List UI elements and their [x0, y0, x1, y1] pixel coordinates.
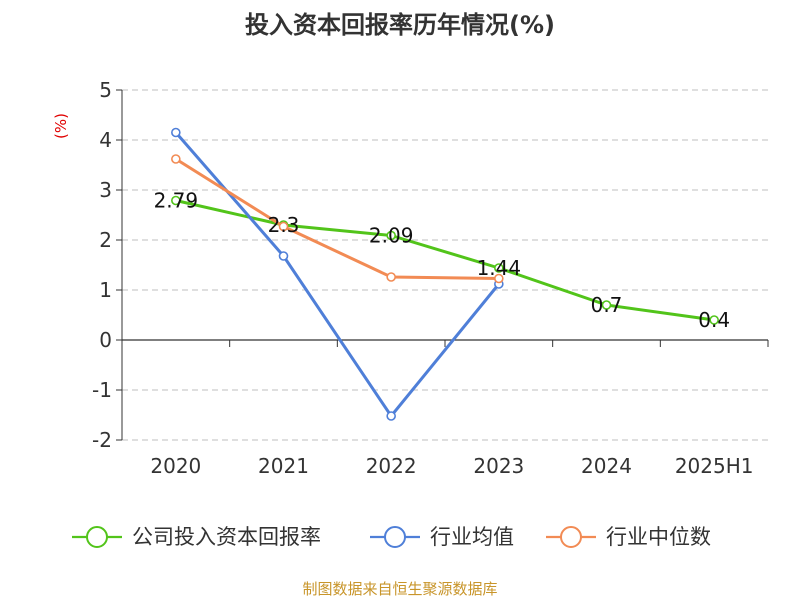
- y-tick-label: 1: [99, 278, 112, 302]
- legend-marker: [384, 526, 406, 548]
- y-tick-label: -1: [92, 378, 112, 402]
- series-group: [171, 127, 719, 421]
- y-tick-label: 5: [99, 78, 112, 102]
- y-axis-unit: (%): [52, 113, 70, 139]
- y-tick-label: -2: [92, 428, 112, 452]
- data-label: 0.4: [698, 308, 730, 332]
- legend-label: 公司投入资本回报率: [132, 525, 321, 549]
- data-label: 2.09: [369, 224, 414, 248]
- data-label: 0.7: [591, 293, 623, 317]
- data-point: [494, 263, 504, 273]
- data-point: [386, 411, 396, 421]
- data-point: [171, 195, 181, 206]
- x-tick-label: 2023: [473, 454, 524, 478]
- series-line-1: [174, 131, 500, 418]
- data-point: [494, 273, 504, 284]
- series-line-0: [175, 199, 715, 322]
- data-label: 2.79: [154, 189, 199, 213]
- legend: 公司投入资本回报率 行业均值 行业中位数: [72, 525, 711, 549]
- data-point: [171, 154, 181, 164]
- data-point: [278, 221, 289, 232]
- data-point: [386, 272, 396, 282]
- legend-label: 行业均值: [430, 525, 514, 549]
- y-tick-label: 3: [99, 178, 112, 202]
- axes: 5 4 3 2 1 0 -1 -2 2020 2021 2022 2023 2024 2025H1: [92, 78, 769, 478]
- chart-title: 投入资本回报率历年情况(%): [245, 11, 555, 39]
- data-label: 1.44: [477, 256, 522, 280]
- data-point: [171, 127, 181, 138]
- y-tick-label: 0: [99, 328, 112, 352]
- data-label: 2.3: [268, 213, 300, 237]
- x-tick-label: 2022: [366, 454, 417, 478]
- legend-marker: [86, 526, 108, 548]
- y-tick-label: 2: [99, 228, 112, 252]
- grid-lines: [122, 89, 768, 441]
- data-labels: 2.79 2.3 2.09 1.44 0.7 0.4: [154, 189, 731, 333]
- legend-label: 行业中位数: [606, 525, 711, 549]
- data-point: [278, 251, 289, 261]
- x-tick-label: 2024: [581, 454, 632, 478]
- legend-marker: [560, 526, 582, 548]
- data-point: [601, 300, 612, 310]
- y-tick-label: 4: [99, 128, 112, 152]
- x-tick-label: 2021: [258, 454, 309, 478]
- data-point: [386, 230, 396, 241]
- series-line-2: [175, 157, 499, 280]
- data-point: [709, 315, 719, 325]
- x-tick-label: 2020: [150, 454, 201, 478]
- x-tick-label: 2025H1: [675, 454, 754, 478]
- source-note: 制图数据来自恒生聚源数据库: [302, 580, 497, 598]
